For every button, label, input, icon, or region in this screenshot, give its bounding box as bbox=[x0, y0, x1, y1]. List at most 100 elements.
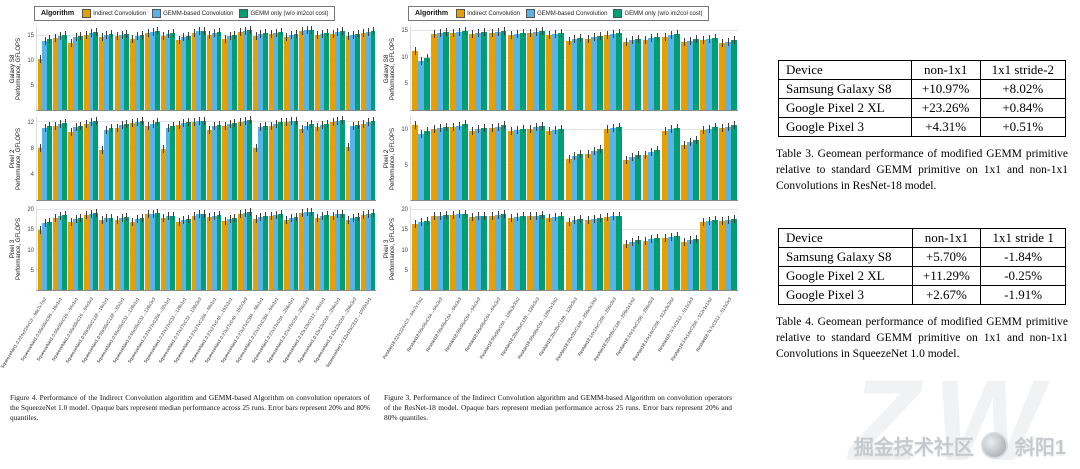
bar bbox=[450, 28, 457, 110]
bar-group bbox=[584, 206, 603, 290]
bar bbox=[114, 32, 120, 110]
bar-group bbox=[145, 26, 160, 110]
bar bbox=[170, 29, 176, 110]
error-bar bbox=[709, 34, 711, 43]
error-bar bbox=[484, 211, 486, 220]
bar bbox=[456, 210, 463, 290]
error-bar bbox=[244, 116, 246, 125]
error-bar bbox=[49, 122, 51, 131]
bar bbox=[237, 117, 243, 200]
error-bar bbox=[734, 36, 736, 45]
error-bar bbox=[157, 209, 159, 218]
bar bbox=[339, 209, 345, 290]
error-bar bbox=[709, 216, 711, 225]
bar-group bbox=[661, 116, 680, 200]
legend-item: GEMM only (w/o im2col cost) bbox=[613, 9, 702, 18]
bar bbox=[615, 211, 622, 290]
legend-swatch bbox=[82, 9, 92, 18]
bar bbox=[68, 218, 74, 290]
error-bar bbox=[255, 144, 257, 153]
bar bbox=[488, 212, 495, 290]
legend-label: GEMM only (w/o im2col cost) bbox=[624, 10, 703, 17]
bar bbox=[62, 211, 68, 290]
error-bar bbox=[703, 126, 705, 134]
bar bbox=[154, 118, 160, 200]
error-bar bbox=[322, 212, 323, 220]
bar-group bbox=[623, 206, 642, 290]
bar bbox=[191, 211, 197, 290]
error-bar bbox=[157, 27, 159, 36]
bar-group bbox=[603, 26, 622, 110]
bar bbox=[686, 236, 693, 290]
bar bbox=[527, 212, 534, 290]
error-bar bbox=[44, 37, 46, 46]
bar bbox=[355, 29, 360, 110]
error-bar bbox=[317, 123, 319, 131]
bar-group bbox=[469, 206, 488, 290]
bar bbox=[237, 209, 243, 290]
error-bar bbox=[728, 215, 730, 224]
bar bbox=[108, 30, 114, 110]
error-bar bbox=[465, 26, 467, 35]
bar bbox=[661, 234, 668, 290]
plot-area bbox=[410, 26, 738, 111]
bar bbox=[423, 126, 430, 200]
error-bar bbox=[214, 122, 216, 131]
bar bbox=[719, 123, 726, 200]
error-bar bbox=[491, 212, 493, 220]
bar-group bbox=[268, 206, 283, 290]
error-bar bbox=[183, 119, 185, 128]
bar bbox=[170, 122, 176, 200]
error-bar bbox=[137, 32, 139, 41]
plot-area bbox=[410, 206, 738, 291]
error-bar bbox=[372, 117, 374, 126]
error-bar bbox=[541, 121, 543, 130]
bar bbox=[52, 213, 58, 290]
error-bar bbox=[249, 115, 251, 124]
bar bbox=[513, 29, 520, 110]
bar bbox=[584, 34, 591, 110]
bar bbox=[667, 125, 674, 200]
error-bar bbox=[101, 216, 103, 225]
error-bar bbox=[536, 211, 538, 220]
bar-group bbox=[222, 206, 237, 290]
gridline bbox=[37, 59, 376, 61]
error-bar bbox=[607, 30, 608, 39]
error-bar bbox=[157, 118, 159, 127]
error-bar bbox=[121, 30, 123, 39]
error-bar bbox=[101, 146, 103, 155]
y-tick-label: 4 bbox=[30, 171, 34, 178]
table-cell: Google Pixel 3 bbox=[778, 117, 912, 137]
error-bar bbox=[683, 140, 685, 149]
bar bbox=[350, 30, 356, 110]
bar bbox=[667, 233, 674, 290]
bar-group bbox=[191, 26, 206, 110]
error-bar bbox=[722, 123, 724, 132]
error-bar bbox=[332, 211, 334, 220]
bar-group bbox=[299, 116, 314, 200]
table-header-cell: non-1x1 bbox=[911, 228, 982, 249]
bar bbox=[629, 153, 636, 200]
bar bbox=[211, 29, 217, 110]
error-bar bbox=[414, 47, 416, 56]
error-bar bbox=[311, 25, 313, 34]
bar bbox=[604, 125, 610, 200]
bar bbox=[83, 119, 89, 200]
error-bar bbox=[260, 30, 262, 39]
error-bar bbox=[587, 34, 589, 43]
error-bar bbox=[599, 144, 601, 153]
device-label: Pixel 3 bbox=[382, 239, 390, 258]
bar bbox=[609, 29, 616, 110]
bar-group bbox=[129, 206, 145, 290]
error-bar bbox=[574, 216, 576, 225]
error-bar bbox=[188, 117, 190, 126]
y-axis-label: Pixel 3 Performance, GFLOPS bbox=[8, 206, 23, 291]
error-bar bbox=[638, 151, 640, 160]
bar bbox=[642, 236, 649, 290]
y-tick-label: 15 bbox=[27, 33, 34, 40]
error-bar bbox=[116, 215, 118, 224]
bar bbox=[262, 212, 268, 290]
bar bbox=[253, 144, 258, 200]
error-bar bbox=[626, 37, 628, 46]
bar-group bbox=[411, 206, 430, 290]
